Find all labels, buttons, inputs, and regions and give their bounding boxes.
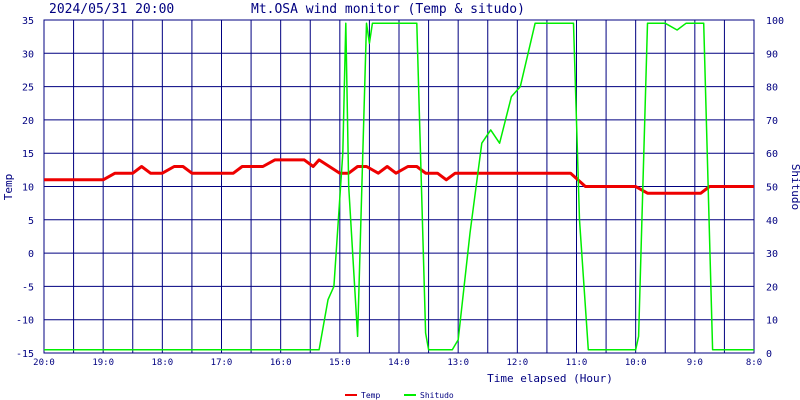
x-tick-label: 16:0 — [270, 358, 292, 368]
y-tick-label-left: -15 — [16, 349, 34, 360]
y-tick-label-right: 90 — [766, 49, 778, 60]
y-tick-label-right: 100 — [766, 16, 784, 27]
y-tick-label-left: 30 — [22, 49, 34, 60]
x-tick-label: 12:0 — [506, 358, 528, 368]
y-axis-label-right: Shitudo — [789, 164, 800, 210]
y-tick-label-right: 60 — [766, 149, 778, 160]
x-tick-label: 8:0 — [746, 358, 762, 368]
y-tick-label-left: -10 — [16, 316, 34, 327]
y-tick-label-right: 50 — [766, 183, 778, 194]
y-tick-label-right: 40 — [766, 216, 778, 227]
y-tick-label-right: 30 — [766, 249, 778, 260]
header-timestamp: 2024/05/31 20:00 — [49, 2, 174, 17]
grid — [43, 19, 755, 354]
y-tick-label-left: 5 — [28, 216, 34, 227]
x-axis-label: Time elapsed (Hour) — [487, 372, 613, 385]
y-tick-label-left: 20 — [22, 116, 34, 127]
y-axis-label-left: Temp — [2, 174, 15, 201]
x-tick-label: 10:0 — [625, 358, 647, 368]
series-layer — [44, 22, 754, 351]
x-tick-label: 13:0 — [447, 358, 469, 368]
y-tick-label-right: 10 — [766, 316, 778, 327]
y-tick-label-right: 20 — [766, 282, 778, 293]
y-tick-label-left: 10 — [22, 183, 34, 194]
series-line-shitudo — [44, 22, 754, 351]
x-tick-label: 9:0 — [687, 358, 703, 368]
y-tick-label-left: 35 — [22, 16, 34, 27]
y-tick-label-left: 0 — [28, 249, 34, 260]
x-tick-label: 17:0 — [211, 358, 233, 368]
legend-label-shitudo: Shitudo — [420, 391, 454, 400]
y-tick-label-right: 0 — [766, 349, 772, 360]
chart-title: Mt.OSA wind monitor (Temp & situdo) — [251, 2, 525, 17]
x-tick-label: 19:0 — [92, 358, 114, 368]
x-tick-label: 15:0 — [329, 358, 351, 368]
y-tick-label-left: 25 — [22, 83, 34, 94]
y-tick-label-right: 80 — [766, 83, 778, 94]
x-tick-label: 11:0 — [566, 358, 588, 368]
y-tick-label-left: -5 — [22, 282, 34, 293]
x-tick-label: 18:0 — [151, 358, 173, 368]
x-tick-label: 14:0 — [388, 358, 410, 368]
y-tick-label-left: 15 — [22, 149, 34, 160]
x-tick-label: 20:0 — [33, 358, 55, 368]
legend-label-temp: Temp — [361, 391, 380, 400]
y-tick-label-right: 70 — [766, 116, 778, 127]
